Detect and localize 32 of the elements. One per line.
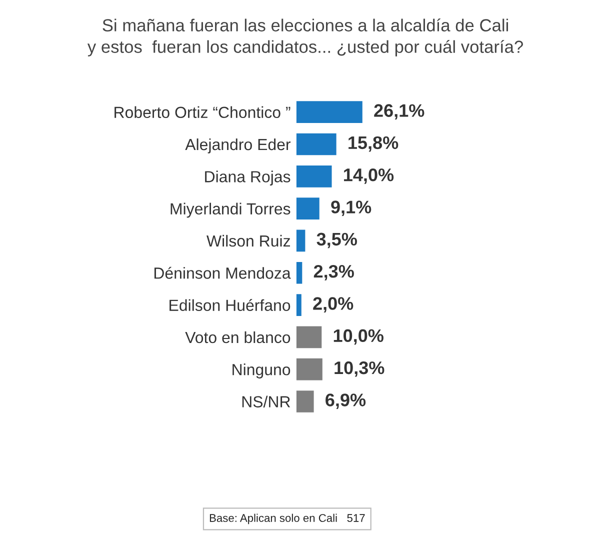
- chart-title: Si mañana fueran las elecciones a la alcaldía de Cali y estos fueran los candidatos... ¿usted por cuál votaría?: [87, 18, 523, 56]
- data-label: 10,0%: [334, 329, 384, 345]
- y-tick-label: Déninson Mendoza: [154, 266, 291, 279]
- bar: [296, 198, 320, 220]
- data-label: 14,0%: [344, 168, 394, 184]
- bar: [296, 101, 362, 124]
- data-label: 6,9%: [326, 394, 366, 409]
- data-label: 2,3%: [314, 264, 354, 280]
- bar: [296, 165, 332, 188]
- y-tick-label: NS/NR: [242, 396, 290, 408]
- data-label: 2,0%: [313, 297, 354, 312]
- bar: [296, 262, 302, 284]
- bar: [296, 294, 302, 316]
- y-tick-label: Miyerlandi Torres: [170, 202, 290, 218]
- y-tick-label: Alejandro Eder: [185, 138, 291, 154]
- data-label: 9,1%: [331, 200, 372, 216]
- text: Base: Aplican solo en Cali 517: [210, 514, 365, 524]
- y-tick-label: Edilson Huérfano: [170, 299, 290, 311]
- y-tick-label: Wilson Ruiz: [206, 234, 290, 247]
- bar: [296, 390, 314, 412]
- data-label: 10,3%: [334, 361, 384, 377]
- bar: [296, 358, 322, 380]
- bar: [296, 133, 336, 156]
- y-tick-label: Ninguno: [232, 364, 290, 378]
- data-label: 3,5%: [316, 232, 357, 248]
- bar: [296, 230, 306, 252]
- data-label: 15,8%: [348, 136, 398, 152]
- data-label: 26,1%: [374, 104, 424, 120]
- y-tick-label: Diana Rojas: [205, 170, 290, 186]
- bar: [296, 326, 322, 348]
- y-tick-label: Roberto Ortiz “Chontico ”: [114, 106, 290, 118]
- y-tick-label: Voto en blanco: [185, 331, 290, 344]
